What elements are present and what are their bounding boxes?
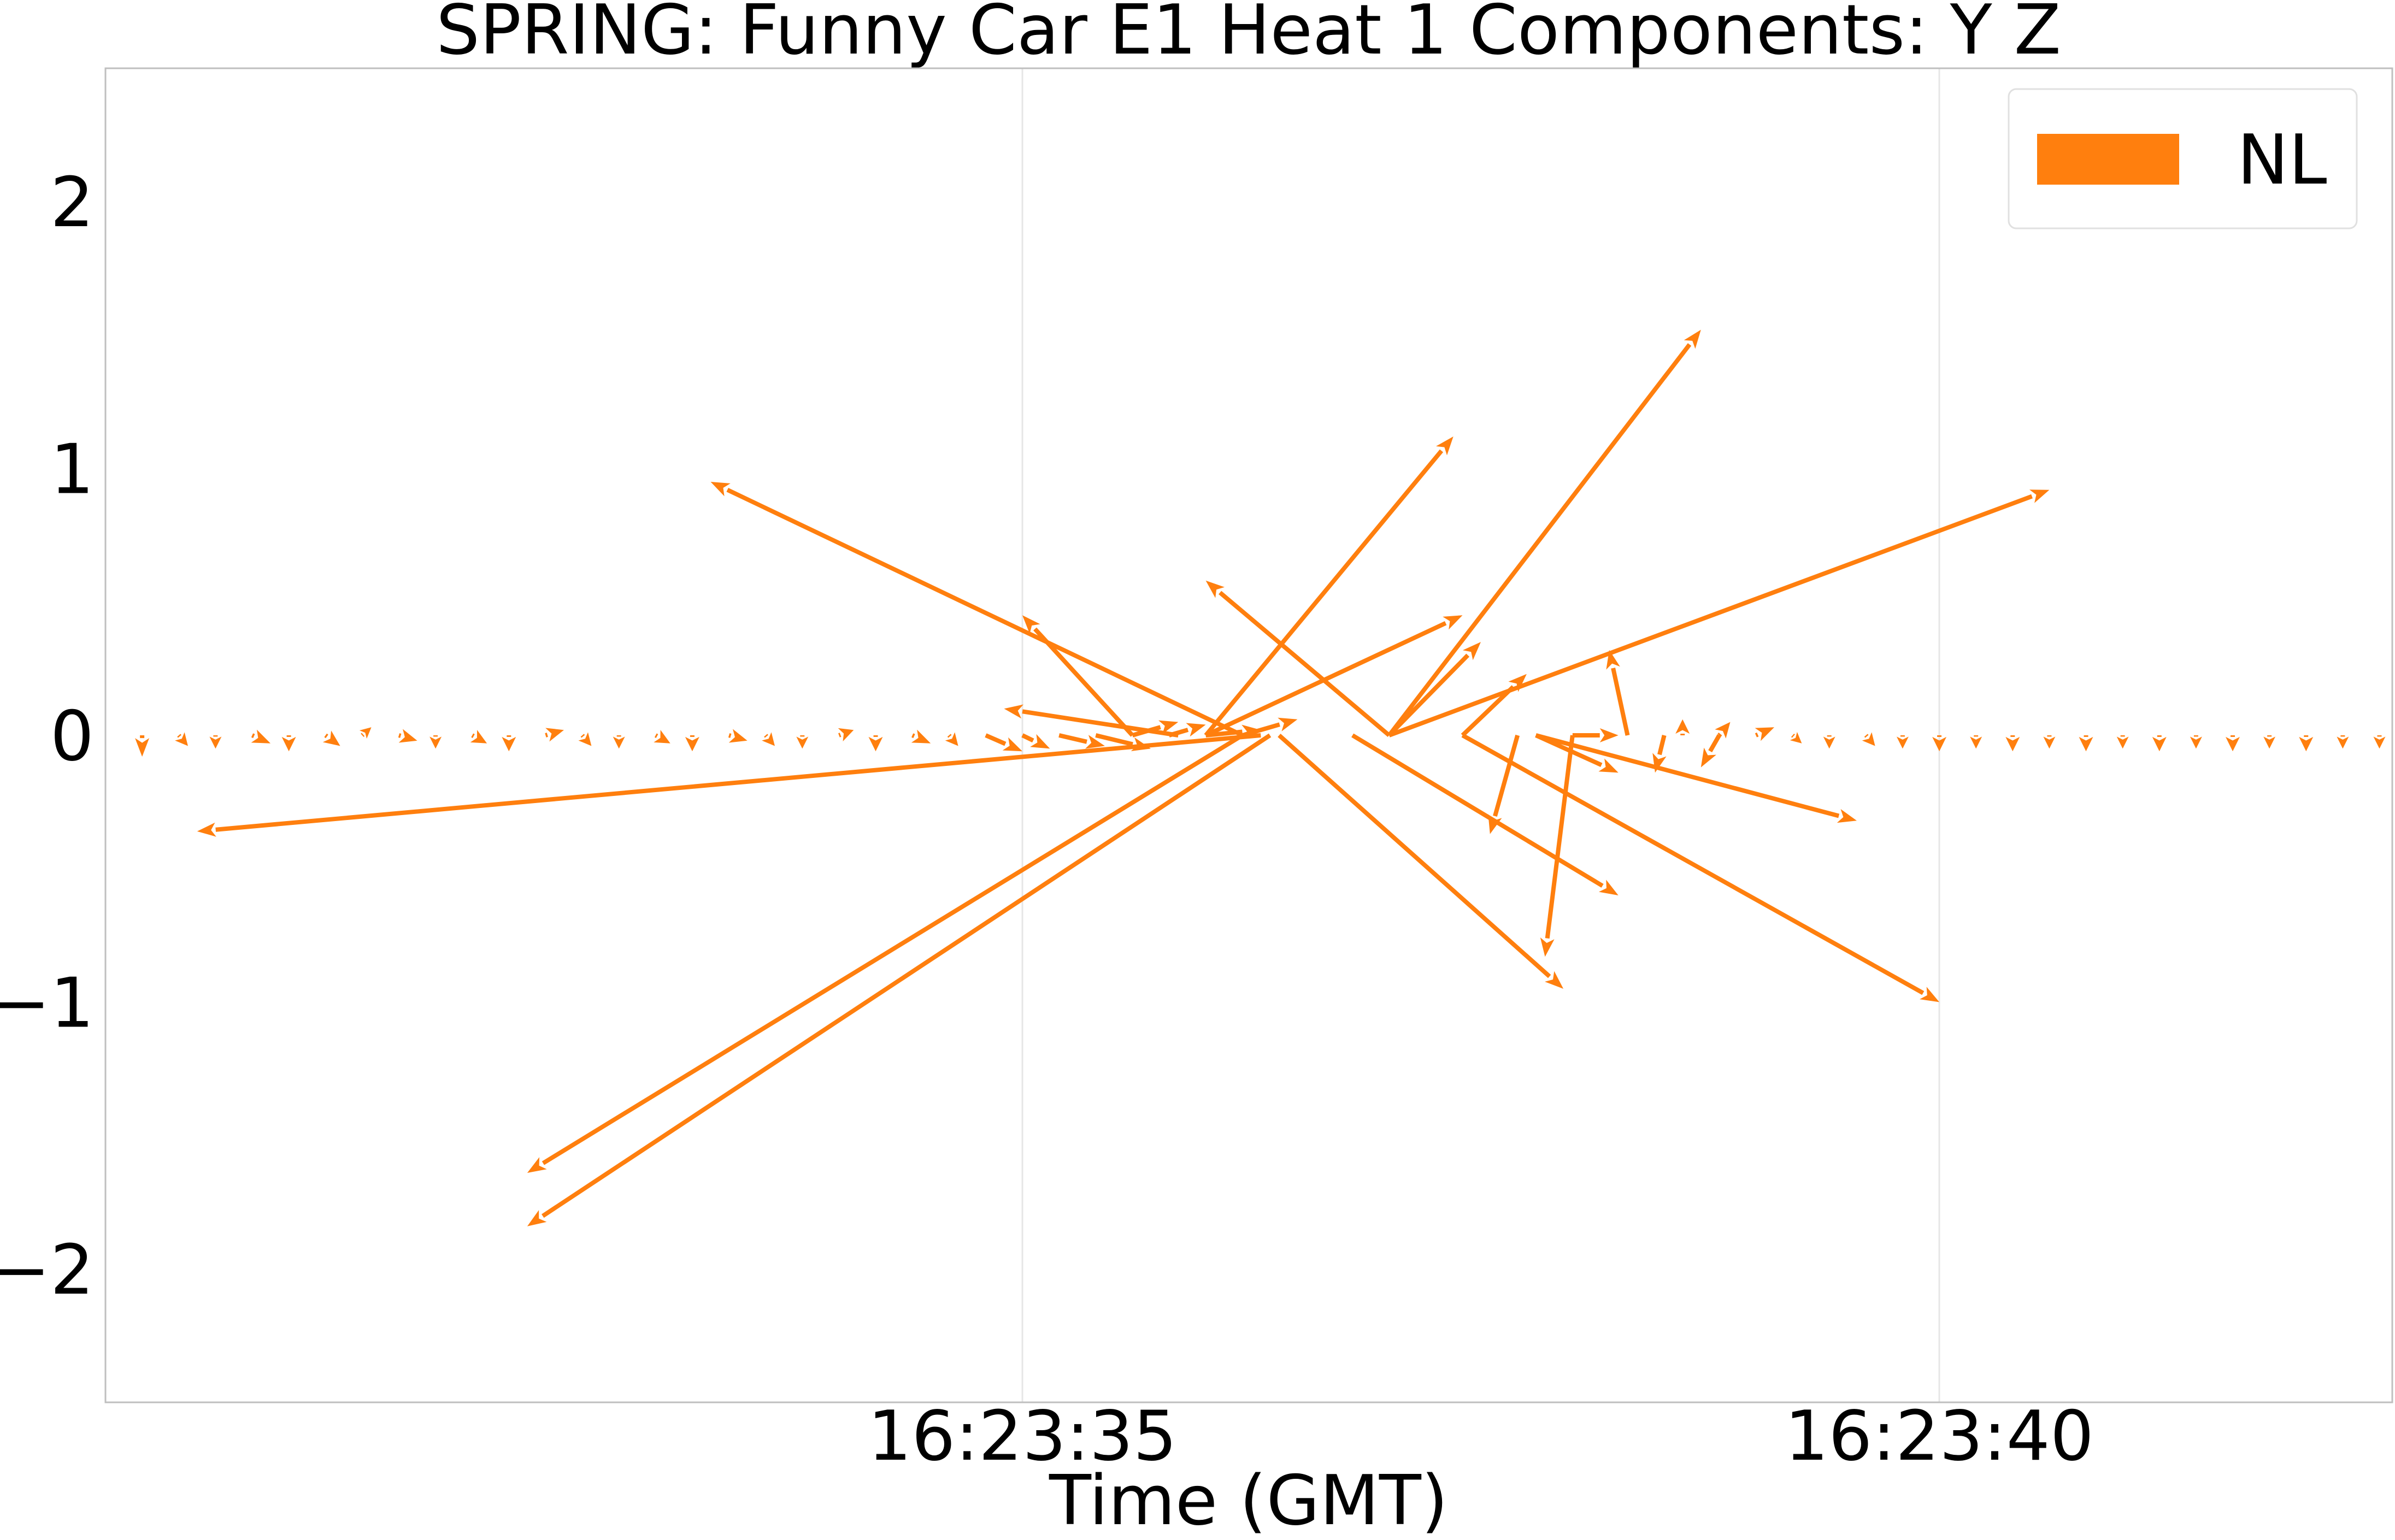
vector-arrow-25 <box>1058 733 1105 749</box>
vector-arrow-12 <box>578 732 592 746</box>
vector-arrow-42 <box>1387 642 1481 737</box>
y-tick-label-4: −2 <box>0 1230 94 1310</box>
vector-arrow-53 <box>1652 735 1667 773</box>
vector-arrow-59 <box>1823 735 1835 749</box>
legend-label-nl: NL <box>2237 120 2327 200</box>
vector-arrow-46 <box>1488 734 1520 834</box>
vector-arrow-15 <box>685 735 699 752</box>
vector-arrow-2 <box>209 735 222 749</box>
vector-arrow-52 <box>1572 728 1619 742</box>
vector-arrow-1 <box>175 732 188 746</box>
legend-frame <box>2008 88 2358 229</box>
vector-arrow-70 <box>2226 735 2240 752</box>
vector-arrow-13 <box>613 735 625 749</box>
vector-arrow-7 <box>398 729 417 743</box>
vector-arrow-44 <box>1351 733 1619 895</box>
y-tick-labels: 2 1 0 −1 −2 <box>0 162 94 1310</box>
x-tick-labels: 16:23:35 16:23:40 <box>868 1396 2094 1476</box>
vector-arrow-20 <box>868 735 883 752</box>
x-axis-label: Time (GMT) <box>1049 1460 1448 1540</box>
vector-arrow-69 <box>2190 735 2202 749</box>
x-tick-label-1: 16:23:40 <box>1785 1396 2094 1476</box>
vector-arrow-10 <box>502 735 516 752</box>
vector-arrow-54 <box>1675 719 1690 735</box>
vector-arrow-30 <box>197 733 1261 837</box>
x-tick-label-0: 16:23:35 <box>868 1396 1177 1476</box>
vector-arrow-37 <box>710 482 1244 737</box>
vector-arrow-22 <box>945 732 958 746</box>
vector-arrow-16 <box>728 729 748 743</box>
vector-arrow-56 <box>1715 722 1731 739</box>
vector-arrow-64 <box>2005 735 2020 752</box>
vector-arrow-60 <box>1862 732 1875 746</box>
vector-arrow-71 <box>2263 735 2276 749</box>
vector-arrow-18 <box>796 735 809 749</box>
vector-arrow-61 <box>1896 735 1909 749</box>
vector-arrow-5 <box>322 730 340 746</box>
vector-arrow-74 <box>2373 735 2386 749</box>
vector-arrow-58 <box>1790 731 1802 744</box>
vector-arrow-8 <box>429 735 442 749</box>
vector-arrow-0 <box>135 735 150 757</box>
vector-arrow-43 <box>1278 734 1564 989</box>
vector-arrow-36 <box>1004 704 1179 737</box>
plot-frame <box>104 67 2393 1403</box>
y-tick-label-1: 1 <box>50 429 94 510</box>
vector-arrow-47 <box>1540 735 1575 957</box>
vector-arrow-9 <box>470 730 487 744</box>
vector-arrow-41 <box>1387 329 1701 737</box>
vector-arrow-50 <box>1535 733 1619 773</box>
vector-arrow-51 <box>1606 650 1630 736</box>
vector-arrow-14 <box>654 730 670 744</box>
vector-field <box>135 329 2386 1226</box>
vector-arrow-34 <box>1204 436 1454 737</box>
legend: NL <box>2008 88 2358 229</box>
vector-arrow-19 <box>838 728 854 742</box>
vector-arrow-40 <box>1388 489 2050 737</box>
vector-arrow-68 <box>2152 735 2167 752</box>
vector-arrow-48 <box>1461 733 1940 1002</box>
vector-arrow-65 <box>2043 735 2056 749</box>
vector-arrow-39 <box>1205 580 1391 737</box>
vector-arrow-45 <box>1461 674 1527 737</box>
vector-arrow-11 <box>545 728 564 742</box>
vector-arrow-66 <box>2079 735 2093 752</box>
vector-arrow-62 <box>1932 735 1947 752</box>
vector-arrow-17 <box>762 732 775 746</box>
vector-arrow-55 <box>1700 734 1721 768</box>
vector-arrow-67 <box>2116 735 2129 749</box>
vector-arrow-31 <box>527 733 1244 1173</box>
legend-swatch-nl <box>2037 134 2179 185</box>
vector-arrow-23 <box>985 733 1022 752</box>
chart-title: SPRING: Funny Car E1 Heat 1 Components: … <box>436 0 2061 70</box>
vector-arrow-21 <box>911 729 931 744</box>
vector-arrow-24 <box>1021 733 1050 749</box>
vector-arrow-35 <box>1241 717 1298 737</box>
vector-arrow-73 <box>2337 735 2349 749</box>
vector-arrow-32 <box>527 733 1272 1226</box>
y-tick-label-0: 2 <box>50 162 94 243</box>
vector-arrow-72 <box>2299 735 2314 752</box>
plot-area <box>104 67 2393 1403</box>
vector-arrow-6 <box>359 727 372 739</box>
y-tick-label-3: −1 <box>0 963 94 1043</box>
y-tick-label-2: 0 <box>50 696 94 776</box>
vector-arrow-49 <box>1535 733 1857 823</box>
vector-arrow-57 <box>1755 727 1774 741</box>
vector-arrow-63 <box>1970 735 1982 749</box>
vector-arrow-38 <box>1022 615 1134 737</box>
vector-arrow-3 <box>251 729 270 744</box>
vector-arrow-4 <box>281 735 296 752</box>
